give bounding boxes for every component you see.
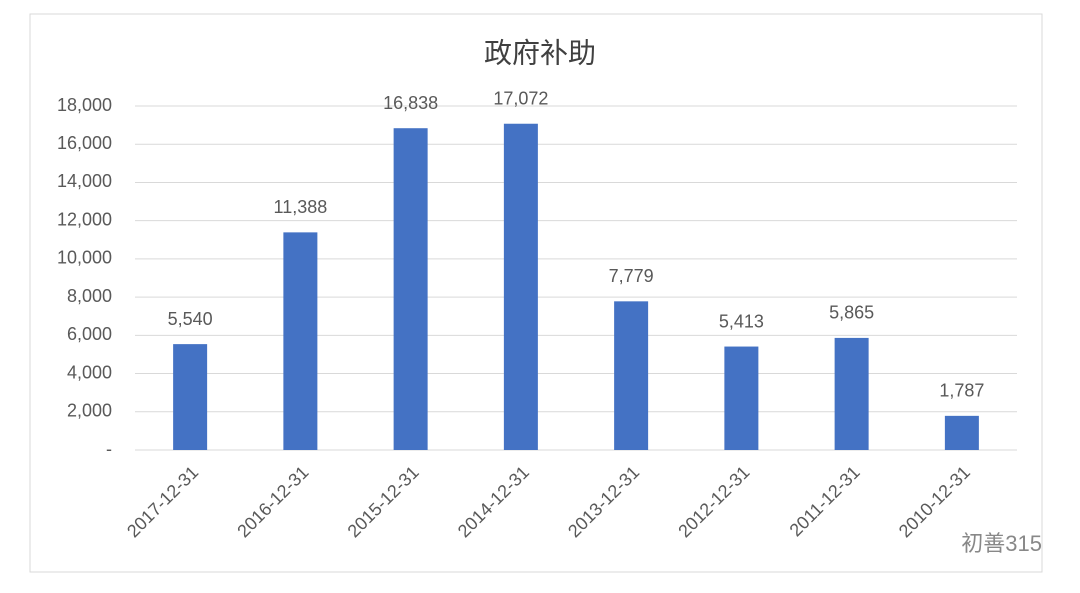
y-tick-label: 12,000 — [57, 209, 112, 229]
y-tick-label: 18,000 — [57, 95, 112, 115]
y-tick-label: - — [106, 439, 112, 459]
bar — [393, 128, 428, 451]
value-label: 5,865 — [829, 303, 874, 323]
y-tick-label: 10,000 — [57, 248, 112, 268]
y-tick-label: 8,000 — [67, 286, 112, 306]
value-label: 1,787 — [939, 381, 984, 401]
value-label: 17,072 — [493, 88, 548, 108]
y-tick-label: 14,000 — [57, 171, 112, 191]
bar — [724, 346, 759, 450]
chart-title: 政府补助 — [484, 37, 596, 68]
bar — [283, 232, 318, 450]
value-label: 5,540 — [168, 309, 213, 329]
bar — [173, 344, 208, 450]
bar — [834, 337, 869, 450]
bar — [614, 301, 649, 450]
y-tick-label: 4,000 — [67, 362, 112, 382]
bar — [944, 415, 979, 450]
value-label: 11,388 — [274, 197, 328, 217]
y-tick-label: 2,000 — [67, 401, 112, 421]
value-label: 7,779 — [609, 266, 654, 286]
value-label: 16,838 — [383, 93, 438, 113]
y-tick-label: 6,000 — [67, 324, 112, 344]
value-label: 5,413 — [719, 311, 764, 331]
y-tick-label: 16,000 — [57, 133, 112, 153]
bar — [503, 123, 538, 450]
watermark: 初善315 — [961, 531, 1042, 556]
